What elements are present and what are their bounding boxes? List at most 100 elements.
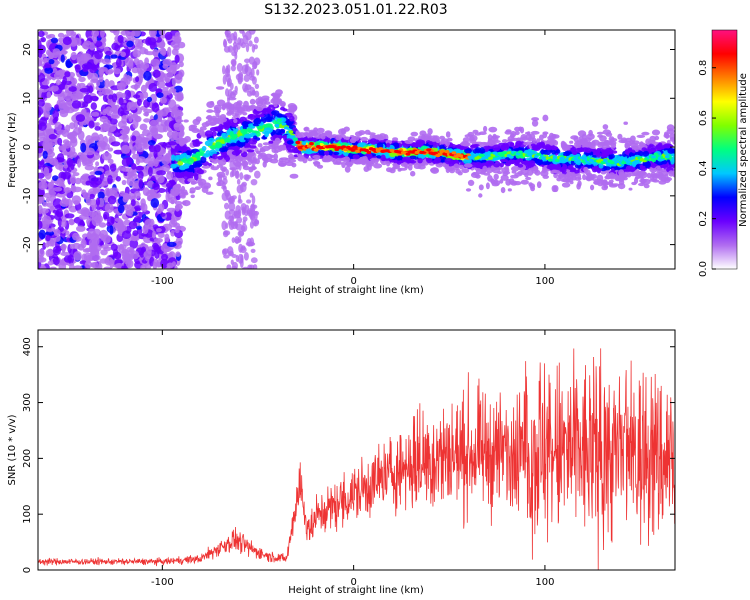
heatmap-cell xyxy=(74,177,82,185)
heatmap-cell xyxy=(88,85,94,94)
heatmap-cell xyxy=(670,158,675,165)
heatmap-cell xyxy=(352,145,358,149)
heatmap-cell xyxy=(183,119,189,123)
heatmap-cell xyxy=(451,151,457,155)
heatmap-cell xyxy=(527,160,536,167)
heatmap-cell xyxy=(150,198,160,208)
heatmap-cell xyxy=(389,151,397,157)
heatmap-cell xyxy=(252,219,260,227)
heatmap-cell xyxy=(156,110,164,116)
heatmap-cell xyxy=(376,142,384,149)
heatmap-cell xyxy=(561,182,571,188)
heatmap-cell xyxy=(107,132,113,137)
heatmap-cell xyxy=(105,70,114,75)
heatmap-cell xyxy=(177,91,184,101)
heatmap-cell xyxy=(143,137,149,144)
heatmap-cell xyxy=(567,165,574,169)
heatmap-cell xyxy=(655,144,663,151)
heatmap-cell xyxy=(125,209,134,216)
heatmap-cell xyxy=(68,219,75,225)
heatmap-cell xyxy=(38,129,45,137)
heatmap-cell xyxy=(73,265,83,269)
heatmap-cell xyxy=(511,170,517,174)
heatmap-cell xyxy=(47,151,56,158)
heatmap-cell xyxy=(648,178,658,182)
heatmap-cell xyxy=(214,118,220,124)
heatmap-cell xyxy=(136,146,145,153)
snr-xlabel: Height of straight line (km) xyxy=(288,585,424,596)
heatmap-cell xyxy=(229,197,234,204)
heatmap-cell xyxy=(462,137,470,143)
heatmap-cell xyxy=(508,155,514,159)
heatmap-cell xyxy=(501,139,508,143)
heatmap-cell xyxy=(177,160,184,166)
heatmap-cell xyxy=(599,135,607,142)
heatmap-cell xyxy=(58,37,64,43)
heatmap-cell xyxy=(433,151,438,155)
heatmap-cell xyxy=(134,38,141,48)
heatmap-cell xyxy=(242,112,248,116)
heatmap-cell xyxy=(250,257,258,264)
heatmap-cell xyxy=(91,111,100,117)
heatmap-cell xyxy=(487,134,493,141)
heatmap-cell xyxy=(552,155,558,159)
colorbar-gradient xyxy=(711,29,738,270)
heatmap-cell xyxy=(472,172,477,176)
heatmap-cell xyxy=(253,135,258,140)
heatmap-cell xyxy=(250,248,256,253)
heatmap-cell xyxy=(95,197,101,206)
heatmap-cell xyxy=(492,133,497,140)
heatmap-cell xyxy=(409,142,419,147)
heatmap-cell xyxy=(148,30,157,37)
heatmap-cell xyxy=(119,129,128,135)
heatmap-cell xyxy=(230,221,238,230)
heatmap-cell xyxy=(222,65,226,75)
heatmap-cell xyxy=(234,161,243,167)
heatmap-cell xyxy=(166,171,174,180)
heatmap-cell xyxy=(151,128,158,138)
heatmap-cell xyxy=(463,163,473,168)
heatmap-cell xyxy=(482,165,488,173)
heatmap-cell xyxy=(432,144,438,149)
heatmap-cell xyxy=(485,182,490,190)
heatmap-cell xyxy=(344,161,352,166)
heatmap-cell xyxy=(196,169,204,175)
heatmap-ytick-label: 0 xyxy=(22,144,33,150)
heatmap-cell xyxy=(264,153,273,160)
heatmap-ytick-label: 20 xyxy=(22,43,33,56)
heatmap-cell xyxy=(634,177,639,184)
heatmap-cell xyxy=(500,187,506,194)
heatmap-cell xyxy=(157,79,166,89)
heatmap-cell xyxy=(242,165,251,171)
heatmap-cell xyxy=(598,163,604,169)
heatmap-cell xyxy=(45,197,51,203)
heatmap-cell xyxy=(104,187,111,197)
heatmap-cell xyxy=(262,107,269,115)
heatmap-cell xyxy=(99,141,107,148)
heatmap-cell xyxy=(72,90,78,96)
heatmap-cell xyxy=(221,167,226,173)
heatmap-cell xyxy=(262,104,267,108)
heatmap-cell xyxy=(245,42,250,53)
heatmap-cell xyxy=(464,148,472,154)
heatmap-cell xyxy=(601,185,608,191)
heatmap-cell xyxy=(40,265,47,269)
heatmap-cell xyxy=(542,114,549,122)
heatmap-cell xyxy=(105,50,112,56)
heatmap-cell xyxy=(295,130,300,136)
colorbar-tick-label: 0.2 xyxy=(698,211,709,227)
heatmap-cell xyxy=(47,260,54,266)
heatmap-cell xyxy=(95,122,100,127)
heatmap-cell xyxy=(289,173,299,179)
heatmap-cell xyxy=(186,168,195,173)
heatmap-cell xyxy=(312,161,320,165)
heatmap-cell xyxy=(318,150,326,156)
heatmap-cell xyxy=(507,188,512,192)
heatmap-cell xyxy=(188,128,198,132)
heatmap-cell xyxy=(151,230,157,239)
heatmap-cell xyxy=(654,135,660,141)
heatmap-cell xyxy=(243,74,250,82)
heatmap-cell xyxy=(38,199,43,205)
heatmap-cell xyxy=(44,62,52,69)
